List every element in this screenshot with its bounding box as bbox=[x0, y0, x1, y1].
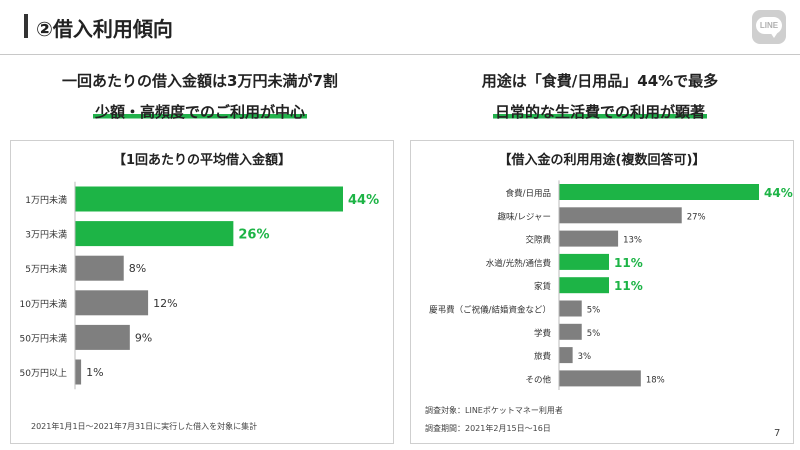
purpose-category-label: その他 bbox=[525, 374, 551, 385]
logo-bubble-tail bbox=[770, 32, 778, 38]
purpose-category-label: 食費/日用品 bbox=[506, 188, 551, 199]
amount-bar bbox=[75, 186, 343, 212]
amount-category-label: 50万円未満 bbox=[20, 332, 67, 344]
amount-category-label: 5万円未満 bbox=[25, 263, 67, 275]
purpose-value-label: 44% bbox=[764, 186, 793, 200]
purpose-category-label: 慶弔費（ご祝儀/結婚資金など） bbox=[429, 305, 551, 316]
left-subheadline: 少額・高頻度でのご利用が中心 bbox=[10, 101, 390, 122]
right-subheadline-text: 日常的な生活費での利用が顕著 bbox=[492, 103, 707, 121]
purpose-chart-title: 【借入金の利用用途(複数回答可)】 bbox=[498, 153, 706, 168]
purpose-value-label: 5% bbox=[587, 329, 601, 339]
right-headline: 用途は「食費/日用品」44%で最多 bbox=[481, 72, 719, 90]
amount-category-label: 10万円未満 bbox=[20, 298, 67, 310]
amount-value-label: 44% bbox=[348, 193, 379, 208]
amount-bar bbox=[75, 290, 149, 316]
purpose-bar bbox=[559, 230, 619, 247]
purpose-value-label: 11% bbox=[614, 256, 643, 270]
page-number: 7 bbox=[774, 428, 781, 439]
amount-value-label: 8% bbox=[129, 262, 146, 275]
amount-category-label: 1万円未満 bbox=[25, 194, 67, 206]
purpose-chart-panel: 【借入金の利用用途(複数回答可)】 食費/日用品 44% 趣味/レジャー 27% 交際費… bbox=[410, 140, 794, 444]
purpose-bar bbox=[559, 253, 609, 270]
amount-category-label: 50万円以上 bbox=[20, 368, 67, 379]
purpose-category-label: 旅費 bbox=[534, 351, 552, 362]
purpose-value-label: 27% bbox=[687, 212, 706, 222]
amount-chart-title: 【1回あたりの平均借入金額】 bbox=[112, 153, 292, 168]
header-accent-bar bbox=[24, 14, 28, 38]
purpose-category-label: 趣味/レジャー bbox=[498, 211, 551, 222]
purpose-bar bbox=[559, 277, 609, 294]
amount-value-label: 12% bbox=[153, 297, 177, 310]
purpose-category-label: 学費 bbox=[534, 328, 552, 339]
amount-bar bbox=[75, 221, 234, 247]
purpose-chart-footnote-period: 調査期間：2021年2月15日～16日 bbox=[425, 424, 551, 433]
amount-bar bbox=[75, 359, 82, 385]
amount-bar bbox=[75, 324, 130, 350]
purpose-bar bbox=[559, 323, 582, 340]
page-title: ②借入利用傾向 bbox=[36, 17, 173, 41]
amount-chart-panel: 【1回あたりの平均借入金額】 1万円未満 44% 3万円未満 26% 5万円未満 8% 10… bbox=[10, 140, 394, 444]
purpose-chart: 食費/日用品 44% 趣味/レジャー 27% 交際費 13% 水道/光熱/通信費 11% 家賃 1… bbox=[429, 180, 793, 391]
amount-chart: 1万円未満 44% 3万円未満 26% 5万円未満 8% 10万円未満 12% 50万円未満 9%… bbox=[20, 181, 379, 390]
purpose-chart-footnote-target: 調査対象：LINEポケットマネー利用者 bbox=[425, 406, 563, 415]
amount-value-label: 26% bbox=[238, 228, 269, 243]
left-headline: 一回あたりの借入金額は3万円未満が7割 bbox=[62, 72, 338, 90]
line-logo: LINE bbox=[752, 10, 786, 44]
purpose-bar bbox=[559, 370, 641, 387]
amount-bar bbox=[75, 255, 124, 281]
header-divider bbox=[0, 54, 800, 55]
purpose-bar bbox=[559, 184, 759, 200]
amount-value-label: 9% bbox=[135, 331, 152, 344]
amount-value-label: 1% bbox=[86, 366, 103, 379]
amount-chart-footnote: 2021年1月1日～2021年7月31日に実行した借入を対象に集計 bbox=[31, 422, 258, 431]
right-subheadline: 日常的な生活費での利用が顕著 bbox=[410, 101, 790, 122]
left-subheadline-text: 少額・高頻度でのご利用が中心 bbox=[92, 103, 307, 121]
purpose-bar bbox=[559, 207, 682, 224]
purpose-value-label: 11% bbox=[614, 279, 643, 293]
purpose-category-label: 家賃 bbox=[534, 281, 552, 292]
purpose-bar bbox=[559, 300, 582, 317]
purpose-category-label: 水道/光熱/通信費 bbox=[486, 258, 552, 269]
purpose-value-label: 5% bbox=[587, 306, 601, 316]
purpose-bar bbox=[559, 347, 573, 364]
purpose-category-label: 交際費 bbox=[525, 235, 551, 246]
logo-text: LINE bbox=[756, 17, 782, 34]
amount-category-label: 3万円未満 bbox=[25, 229, 67, 241]
purpose-value-label: 18% bbox=[646, 375, 665, 385]
purpose-value-label: 3% bbox=[578, 352, 592, 362]
purpose-value-label: 13% bbox=[623, 236, 642, 246]
